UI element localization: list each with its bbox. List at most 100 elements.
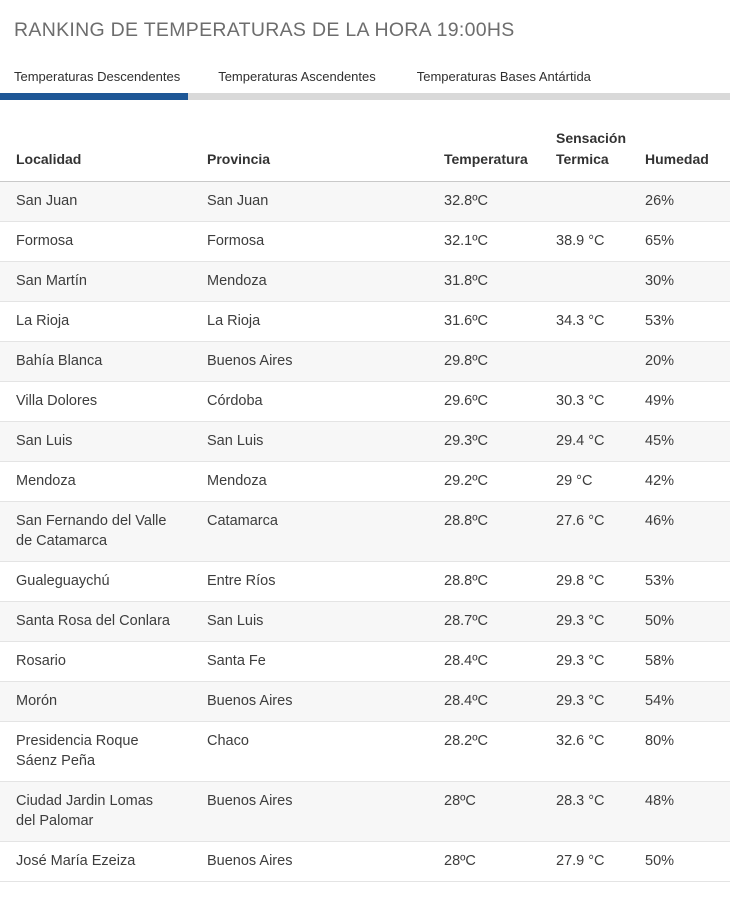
cell-localidad: Bahía Blanca: [16, 353, 103, 369]
cell-provincia: Entre Ríos: [207, 573, 276, 589]
cell-humedad: 30%: [645, 273, 675, 289]
cell-temperatura: 28.8ºC: [444, 513, 488, 529]
cell-temperatura: 29.6ºC: [444, 393, 488, 409]
page-title: RANKING DE TEMPERATURAS DE LA HORA 19:00…: [14, 19, 515, 41]
cell-provincia: Buenos Aires: [207, 853, 293, 869]
cell-localidad: La Rioja: [16, 313, 70, 329]
table-row: Mendoza Mendoza 29.2ºC 29 °C 42%: [0, 462, 730, 502]
column-header-sensacion-termica: Sensación Termica: [556, 130, 627, 167]
cell-temperatura: 28.4ºC: [444, 693, 488, 709]
cell-humedad: 46%: [645, 513, 675, 529]
cell-provincia: San Luis: [207, 433, 264, 449]
cell-provincia: Mendoza: [207, 473, 267, 489]
cell-sensacion-termica: [542, 342, 631, 382]
cell-humedad: 48%: [645, 793, 675, 809]
cell-sensacion-termica: 29.3 °C: [556, 613, 605, 629]
cell-provincia: Buenos Aires: [207, 793, 293, 809]
cell-temperatura: 28ºC: [444, 853, 476, 869]
cell-temperatura: 28ºC: [444, 793, 476, 809]
cell-humedad: 80%: [645, 733, 675, 749]
column-header-humedad: Humedad: [645, 151, 709, 167]
cell-localidad: San Martín: [16, 273, 87, 289]
cell-temperatura: 28.8ºC: [444, 573, 488, 589]
table-row: Presidencia Roque Sáenz Peña Chaco 28.2º…: [0, 722, 730, 782]
cell-sensacion-termica: 34.3 °C: [556, 313, 605, 329]
cell-humedad: 45%: [645, 433, 675, 449]
active-tab-indicator: [0, 93, 188, 100]
cell-temperatura: 32.1ºC: [444, 233, 488, 249]
cell-localidad: San Luis: [16, 433, 73, 449]
table-row: La Rioja La Rioja 31.6ºC 34.3 °C 53%: [0, 302, 730, 342]
cell-provincia: Mendoza: [207, 273, 267, 289]
cell-temperatura: 31.8ºC: [444, 273, 488, 289]
cell-humedad: 26%: [645, 193, 675, 209]
cell-humedad: 49%: [645, 393, 675, 409]
cell-localidad: San Juan: [16, 193, 78, 209]
cell-sensacion-termica: 30.3 °C: [556, 393, 605, 409]
column-header-provincia: Provincia: [207, 151, 271, 167]
cell-temperatura: 28.2ºC: [444, 733, 488, 749]
cell-localidad: Santa Rosa del Conlara: [16, 613, 170, 629]
cell-sensacion-termica: [542, 262, 631, 302]
table-row: José María Ezeiza Buenos Aires 28ºC 27.9…: [0, 842, 730, 882]
cell-sensacion-termica: 29.8 °C: [556, 573, 605, 589]
column-header-localidad: Localidad: [16, 151, 82, 167]
table-row: Morón Buenos Aires 28.4ºC 29.3 °C 54%: [0, 681, 730, 722]
cell-sensacion-termica: 29.3 °C: [556, 693, 605, 709]
cell-temperatura: 29.3ºC: [444, 433, 488, 449]
cell-temperatura: 28.7ºC: [444, 613, 488, 629]
cell-provincia: Córdoba: [207, 393, 263, 409]
cell-localidad: San Fernando del Valle de Catamarca: [16, 513, 167, 549]
tab-temperaturas-ascendentes[interactable]: Temperaturas Ascendentes: [218, 69, 376, 84]
cell-localidad: Formosa: [16, 233, 74, 249]
cell-humedad: 20%: [645, 353, 675, 369]
table-row: San Juan San Juan 32.8ºC 26%: [0, 181, 730, 222]
tab-temperaturas-bases-antartida[interactable]: Temperaturas Bases Antártida: [416, 69, 591, 84]
cell-sensacion-termica: 32.6 °C: [556, 733, 605, 749]
tab-track: [0, 93, 730, 100]
table-row: Villa Dolores Córdoba 29.6ºC 30.3 °C 49%: [0, 382, 730, 422]
table-row: San Martín Mendoza 31.8ºC 30%: [0, 261, 730, 302]
cell-localidad: Rosario: [16, 653, 66, 669]
cell-temperatura: 29.8ºC: [444, 353, 488, 369]
cell-sensacion-termica: 38.9 °C: [556, 233, 605, 249]
cell-temperatura: 31.6ºC: [444, 313, 488, 329]
temperatures-table: Localidad Provincia Temperatura Sensació…: [0, 128, 730, 882]
table-row: Rosario Santa Fe 28.4ºC 29.3 °C 58%: [0, 642, 730, 682]
table-row: Santa Rosa del Conlara San Luis 28.7ºC 2…: [0, 601, 730, 642]
cell-sensacion-termica: 29.4 °C: [556, 433, 605, 449]
cell-humedad: 50%: [645, 613, 675, 629]
cell-humedad: 58%: [645, 653, 675, 669]
cell-localidad: Mendoza: [16, 473, 76, 489]
table-row: Bahía Blanca Buenos Aires 29.8ºC 20%: [0, 341, 730, 382]
table-row: Gualeguaychú Entre Ríos 28.8ºC 29.8 °C 5…: [0, 562, 730, 602]
cell-sensacion-termica: 29 °C: [556, 473, 593, 489]
cell-provincia: Formosa: [207, 233, 265, 249]
table-body: San Juan San Juan 32.8ºC 26% Formosa For…: [0, 181, 730, 882]
cell-sensacion-termica: [542, 182, 631, 222]
cell-localidad: Gualeguaychú: [16, 573, 110, 589]
cell-provincia: Catamarca: [207, 513, 278, 529]
cell-humedad: 53%: [645, 573, 675, 589]
cell-provincia: Chaco: [207, 733, 249, 749]
table-header-row: Localidad Provincia Temperatura Sensació…: [0, 128, 730, 182]
tab-temperaturas-descendentes[interactable]: Temperaturas Descendentes: [14, 69, 181, 84]
cell-humedad: 42%: [645, 473, 675, 489]
cell-humedad: 65%: [645, 233, 675, 249]
cell-provincia: La Rioja: [207, 313, 261, 329]
cell-sensacion-termica: 27.6 °C: [556, 513, 605, 529]
cell-temperatura: 28.4ºC: [444, 653, 488, 669]
cell-temperatura: 32.8ºC: [444, 193, 488, 209]
cell-sensacion-termica: 28.3 °C: [556, 793, 605, 809]
cell-provincia: San Juan: [207, 193, 269, 209]
cell-sensacion-termica: 27.9 °C: [556, 853, 605, 869]
column-header-temperatura: Temperatura: [444, 151, 528, 167]
table-row: San Fernando del Valle de Catamarca Cata…: [0, 501, 730, 562]
cell-provincia: San Luis: [207, 613, 264, 629]
cell-temperatura: 29.2ºC: [444, 473, 488, 489]
cell-localidad: Morón: [16, 693, 58, 709]
cell-humedad: 54%: [645, 693, 675, 709]
cell-provincia: Santa Fe: [207, 653, 266, 669]
table-row: Ciudad Jardin Lomas del Palomar Buenos A…: [0, 781, 730, 842]
cell-localidad: Villa Dolores: [16, 393, 98, 409]
